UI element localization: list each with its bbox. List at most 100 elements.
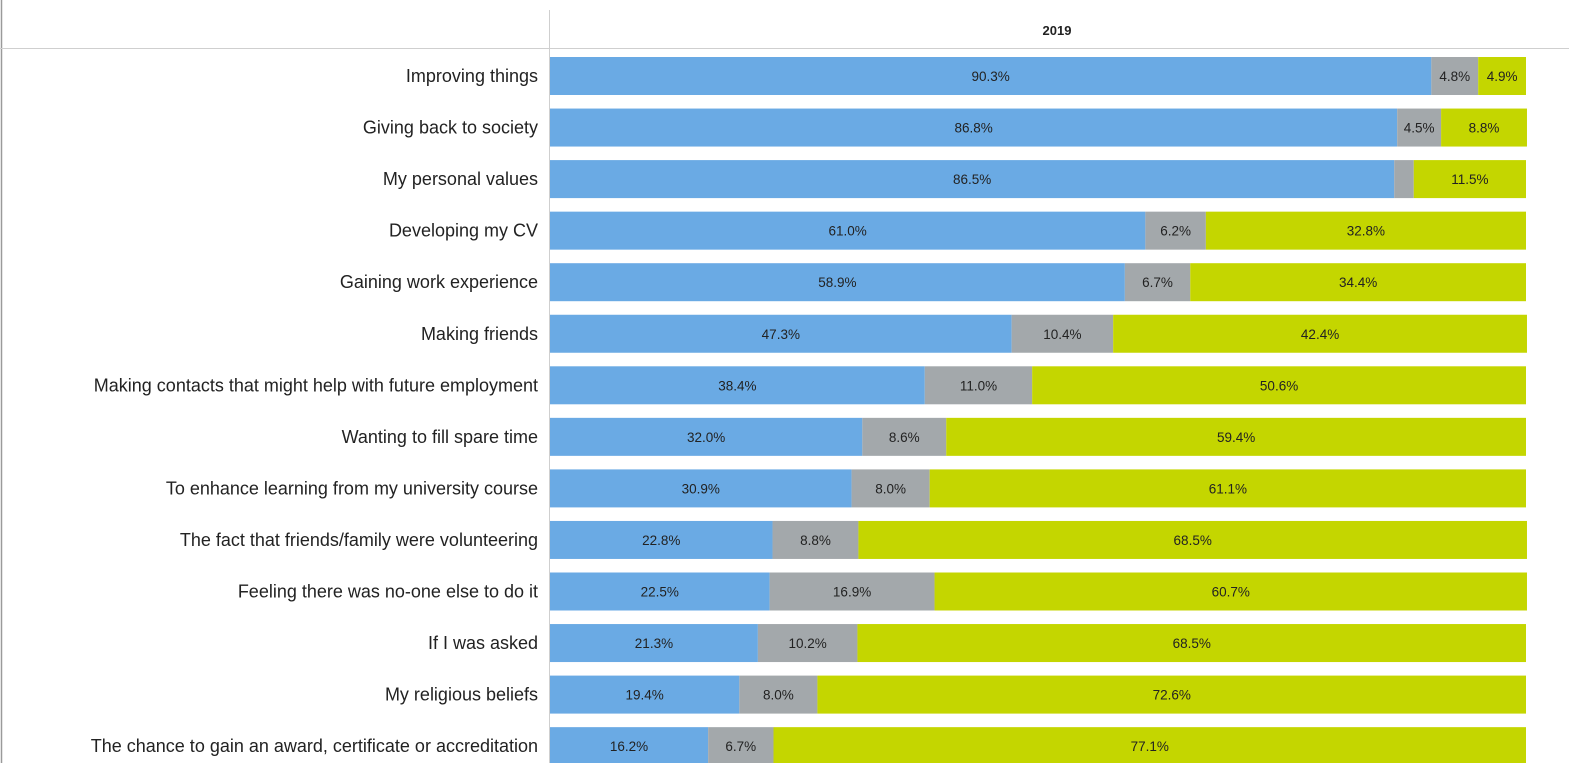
bar-segment <box>550 572 770 611</box>
bar-segment <box>924 366 1033 405</box>
bar-segment <box>1478 57 1526 95</box>
category-label: If I was asked <box>428 633 538 653</box>
category-label: Making friends <box>421 324 538 344</box>
bar-segment <box>550 108 1398 147</box>
data-label: 8.8% <box>1469 121 1500 136</box>
bar-segment <box>1113 314 1527 353</box>
bar-segment <box>550 469 852 508</box>
data-label: 8.0% <box>763 688 794 703</box>
bar-segment <box>550 211 1146 250</box>
bar-segment <box>1205 211 1526 250</box>
bar-segment <box>757 624 858 663</box>
data-label: 11.5% <box>1451 172 1488 187</box>
bar-segment <box>929 469 1526 508</box>
column-header: 2019 <box>1043 23 1072 38</box>
category-label: Developing my CV <box>389 221 538 241</box>
data-label: 19.4% <box>626 688 664 703</box>
data-label: 68.5% <box>1174 533 1212 548</box>
data-label: 8.8% <box>800 533 831 548</box>
data-label: 50.6% <box>1260 378 1298 393</box>
data-label: 68.5% <box>1173 636 1211 651</box>
data-label: 58.9% <box>818 275 856 290</box>
bar-segment <box>550 366 925 405</box>
data-label: 72.6% <box>1153 688 1191 703</box>
data-label: 32.0% <box>687 430 725 445</box>
data-label: 38.4% <box>718 378 756 393</box>
bar-segment <box>550 417 863 456</box>
bar-segment <box>1145 211 1206 250</box>
data-label: 59.4% <box>1217 430 1255 445</box>
category-label: Wanting to fill spare time <box>342 427 538 447</box>
data-label: 86.8% <box>954 121 992 136</box>
data-label: 42.4% <box>1301 327 1339 342</box>
bar-segment <box>817 675 1526 714</box>
category-label: The chance to gain an award, certificate… <box>91 736 538 756</box>
category-label: Gaining work experience <box>340 272 538 292</box>
bar-segment <box>1032 366 1526 405</box>
category-label: Giving back to society <box>363 118 538 138</box>
bar-segment <box>862 417 947 456</box>
data-label: 4.8% <box>1439 69 1470 84</box>
data-label: 11.0% <box>960 378 997 393</box>
category-label: Improving things <box>406 66 538 86</box>
data-label: 60.7% <box>1212 585 1250 600</box>
category-label: Making contacts that might help with fut… <box>94 375 538 395</box>
bar-segment <box>708 727 774 763</box>
data-label: 86.5% <box>953 172 991 187</box>
bar-rows: Improving things 90.3% 4.8% 4.9% Giving back… <box>91 57 1527 763</box>
data-label: 90.3% <box>972 69 1010 84</box>
bar-segment <box>550 520 773 559</box>
bar-segment <box>550 624 758 663</box>
category-label: My religious beliefs <box>385 685 538 705</box>
bar-segment <box>946 417 1526 456</box>
bar-segment <box>1441 108 1527 147</box>
data-label: 6.2% <box>1160 224 1191 239</box>
category-label: Feeling there was no-one else to do it <box>238 582 538 602</box>
data-label: 4.9% <box>1487 69 1518 84</box>
data-label: 16.9% <box>833 585 871 600</box>
data-label: 21.3% <box>635 636 673 651</box>
bar-segment <box>550 675 740 714</box>
bar-segment <box>858 520 1527 559</box>
bar-segment <box>1413 160 1526 199</box>
bar-segment <box>739 675 818 714</box>
bar-segment <box>1431 57 1479 95</box>
data-label: 4.5% <box>1404 121 1435 136</box>
bar-segment <box>550 263 1125 302</box>
data-label: 8.6% <box>889 430 920 445</box>
data-label: 32.8% <box>1347 224 1385 239</box>
bar-segment <box>851 469 930 508</box>
bar-segment <box>857 624 1526 663</box>
data-label: 8.0% <box>875 481 906 496</box>
bar-segment <box>1190 263 1526 302</box>
bar-segment <box>1124 263 1191 302</box>
bar-segment <box>772 520 859 559</box>
data-label: 22.5% <box>641 585 679 600</box>
bar-segment <box>550 727 709 763</box>
category-label: To enhance learning from my university c… <box>166 478 538 498</box>
data-label: 61.1% <box>1209 481 1247 496</box>
bar-segment <box>934 572 1527 611</box>
data-label: 61.0% <box>829 224 867 239</box>
data-label: 6.7% <box>1142 275 1173 290</box>
bar-segment <box>1394 160 1414 199</box>
data-label: 6.7% <box>725 739 756 754</box>
data-label: 10.4% <box>1043 327 1081 342</box>
data-label: 47.3% <box>762 327 800 342</box>
data-label: 30.9% <box>682 481 720 496</box>
category-label: The fact that friends/family were volunt… <box>180 530 538 550</box>
bar-segment <box>550 160 1395 199</box>
bar-segment <box>773 727 1526 763</box>
data-label: 10.2% <box>789 636 827 651</box>
data-label: 34.4% <box>1339 275 1377 290</box>
bar-segment <box>1011 314 1114 353</box>
bar-segment <box>550 57 1432 95</box>
bar-segment <box>1397 108 1442 147</box>
data-label: 16.2% <box>610 739 648 754</box>
category-label: My personal values <box>383 169 538 189</box>
bar-segment <box>769 572 935 611</box>
data-label: 77.1% <box>1131 739 1169 754</box>
bar-segment <box>550 314 1012 353</box>
